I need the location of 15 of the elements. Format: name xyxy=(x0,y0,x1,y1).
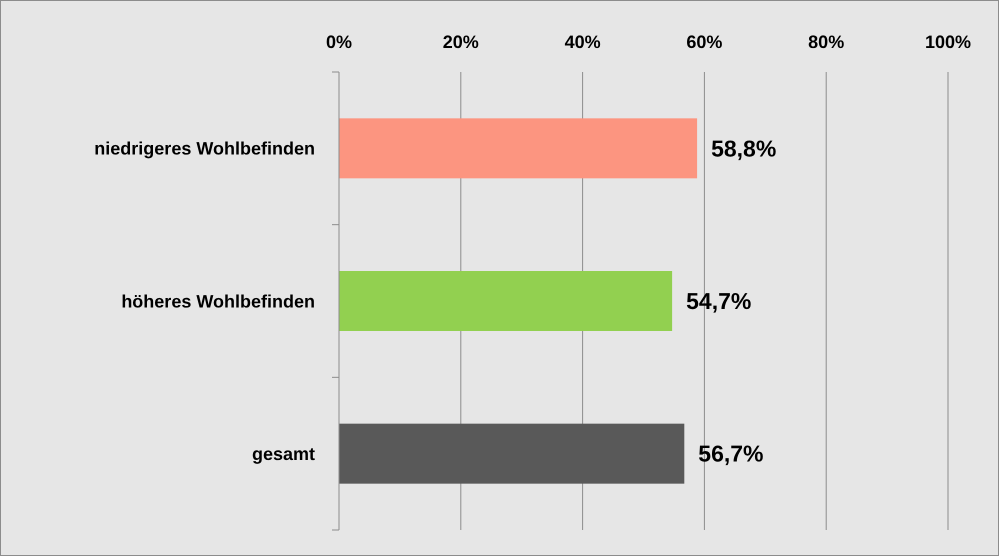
x-tick-label: 80% xyxy=(808,32,844,52)
bar xyxy=(339,424,684,484)
x-tick-label: 100% xyxy=(924,32,972,52)
x-tick-label: 20% xyxy=(442,32,479,52)
bar xyxy=(339,271,672,331)
data-label: 58,8% xyxy=(711,135,776,162)
y-tick-label: niedrigeres Wohlbefinden xyxy=(94,138,315,159)
bar xyxy=(339,118,698,178)
y-tick-label: höheres Wohlbefinden xyxy=(121,291,315,312)
x-tick-label: 60% xyxy=(686,32,722,52)
data-label: 56,7% xyxy=(698,440,764,467)
x-tick-label: 0% xyxy=(326,32,352,52)
x-tick-label: 40% xyxy=(564,32,601,52)
data-label: 54,7% xyxy=(686,288,752,314)
y-tick-label: gesamt xyxy=(252,444,315,464)
